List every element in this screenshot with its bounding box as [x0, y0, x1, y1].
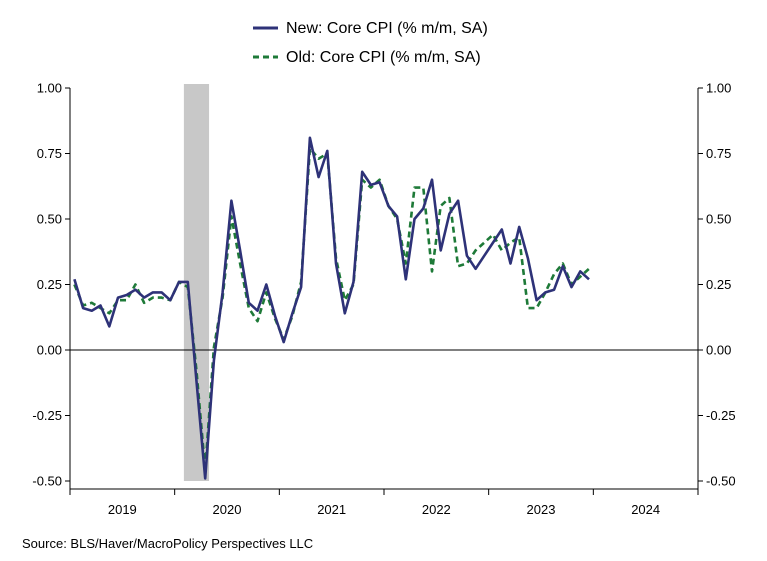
y-tick-label-left: -0.25 [32, 408, 62, 423]
source-note: Source: BLS/Haver/MacroPolicy Perspectiv… [22, 536, 314, 551]
y-tick-label-left: -0.50 [32, 474, 62, 489]
y-tick-label-left: 1.00 [37, 81, 62, 96]
x-year-label: 2019 [108, 502, 137, 517]
y-tick-label-right: 0.50 [706, 212, 731, 227]
y-tick-label-left: 0.50 [37, 212, 62, 227]
y-tick-label-right: 0.25 [706, 277, 731, 292]
y-tick-label-right: -0.50 [706, 474, 736, 489]
x-year-label: 2021 [317, 502, 346, 517]
y-tick-label-left: 0.25 [37, 277, 62, 292]
series-line-new [73, 136, 590, 480]
legend-label-new: New: Core CPI (% m/m, SA) [286, 20, 488, 37]
y-tick-label-left: 0.75 [37, 146, 62, 161]
y-tick-label-right: 0.00 [706, 343, 731, 358]
legend-label-old: Old: Core CPI (% m/m, SA) [286, 49, 481, 66]
x-year-label: 2024 [631, 502, 660, 517]
x-year-label: 2023 [527, 502, 556, 517]
y-tick-label-right: -0.25 [706, 408, 736, 423]
y-tick-label-left: 0.00 [37, 343, 62, 358]
x-year-label: 2022 [422, 502, 451, 517]
y-tick-label-right: 1.00 [706, 81, 731, 96]
y-tick-label-right: 0.75 [706, 146, 731, 161]
x-year-label: 2020 [213, 502, 242, 517]
